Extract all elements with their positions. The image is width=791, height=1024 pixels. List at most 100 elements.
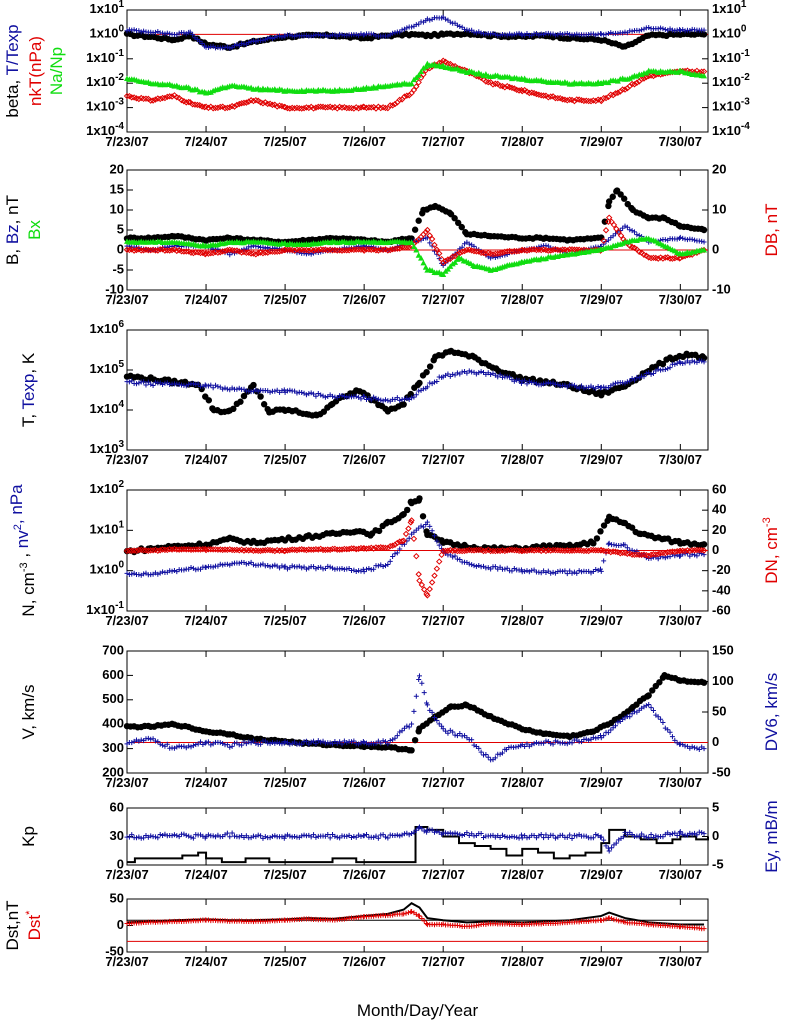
data-point	[224, 44, 230, 50]
data-point	[559, 246, 566, 253]
data-point	[366, 565, 372, 571]
data-point	[318, 392, 324, 398]
data-point	[655, 366, 661, 372]
data-point	[524, 741, 530, 747]
data-point	[157, 832, 163, 838]
data-point	[569, 382, 575, 388]
y2-tick-label: 1x100	[712, 23, 747, 41]
x-tick-label: 7/30/07	[659, 134, 702, 149]
data-point	[471, 563, 477, 569]
data-point	[135, 95, 143, 103]
data-point	[485, 754, 491, 760]
data-point	[155, 739, 161, 745]
data-point	[463, 69, 470, 76]
data-point	[579, 569, 585, 575]
data-point	[531, 832, 537, 838]
data-point	[348, 545, 355, 552]
data-point	[519, 835, 525, 841]
data-point	[245, 98, 252, 105]
data-point	[515, 247, 523, 255]
data-point	[643, 370, 649, 376]
data-point	[457, 923, 463, 929]
data-point	[601, 218, 609, 225]
data-point	[409, 395, 415, 401]
data-point	[457, 831, 463, 837]
data-point	[680, 27, 686, 33]
series-black-dot	[123, 187, 708, 246]
data-point	[440, 921, 446, 927]
data-point	[701, 239, 707, 245]
data-point	[605, 730, 611, 736]
data-point	[203, 739, 209, 745]
x-tick-label: 7/25/07	[263, 452, 306, 467]
data-point	[514, 834, 520, 840]
y-tick-label: 1x103	[90, 439, 125, 457]
y-axis-label-2: nkT(nPa)	[26, 36, 45, 106]
data-point	[564, 571, 570, 577]
data-point	[416, 577, 423, 584]
data-point	[689, 236, 695, 242]
data-point	[516, 378, 522, 384]
data-point	[264, 546, 271, 554]
data-point	[419, 915, 425, 921]
data-point	[487, 547, 494, 555]
x-tick-label: 7/25/07	[263, 292, 306, 307]
data-point	[392, 735, 398, 741]
data-point	[598, 234, 605, 241]
data-point	[540, 92, 547, 99]
y-tick-label: 60	[110, 799, 124, 814]
data-point	[664, 548, 671, 556]
data-point	[236, 547, 243, 554]
x-tick-label: 7/26/07	[342, 867, 385, 882]
data-point	[346, 832, 352, 838]
y-tick-label: -5	[112, 261, 124, 276]
data-point	[480, 547, 487, 555]
data-point	[363, 104, 370, 112]
data-point	[303, 738, 309, 744]
data-point	[449, 253, 456, 260]
data-point	[434, 718, 440, 724]
data-point	[631, 377, 637, 383]
data-point	[519, 246, 526, 254]
data-point	[696, 829, 702, 835]
data-point	[199, 545, 207, 553]
y2-tick-label: 10	[712, 201, 726, 216]
data-point	[129, 571, 135, 577]
data-point	[634, 548, 640, 554]
data-point	[416, 388, 422, 394]
series-blue-plus	[124, 14, 707, 51]
data-point	[622, 223, 628, 229]
data-point	[580, 97, 588, 105]
data-point	[136, 380, 142, 386]
data-point	[255, 832, 261, 838]
data-point	[662, 254, 669, 261]
data-point	[389, 246, 396, 253]
data-point	[397, 397, 403, 403]
svg-text:DV6, km/s: DV6, km/s	[762, 673, 781, 751]
data-point	[287, 32, 293, 38]
data-point	[317, 103, 324, 110]
data-point	[281, 387, 287, 393]
data-point	[548, 570, 554, 576]
data-point	[391, 541, 399, 548]
data-point	[401, 93, 408, 100]
data-point	[387, 542, 394, 550]
data-point	[326, 546, 334, 554]
data-point	[603, 916, 609, 922]
data-point	[219, 546, 226, 554]
data-point	[243, 561, 249, 567]
data-point	[167, 31, 173, 37]
data-point	[526, 89, 533, 97]
data-point	[214, 241, 221, 248]
data-point	[587, 98, 595, 105]
x-tick-label: 7/28/07	[501, 954, 544, 969]
data-point	[361, 394, 367, 400]
data-point	[178, 248, 185, 255]
data-point	[590, 31, 596, 37]
data-point	[504, 248, 511, 255]
data-point	[499, 249, 506, 256]
data-point	[694, 553, 700, 559]
data-point	[156, 246, 164, 253]
data-point	[416, 673, 422, 679]
data-point	[619, 240, 626, 246]
